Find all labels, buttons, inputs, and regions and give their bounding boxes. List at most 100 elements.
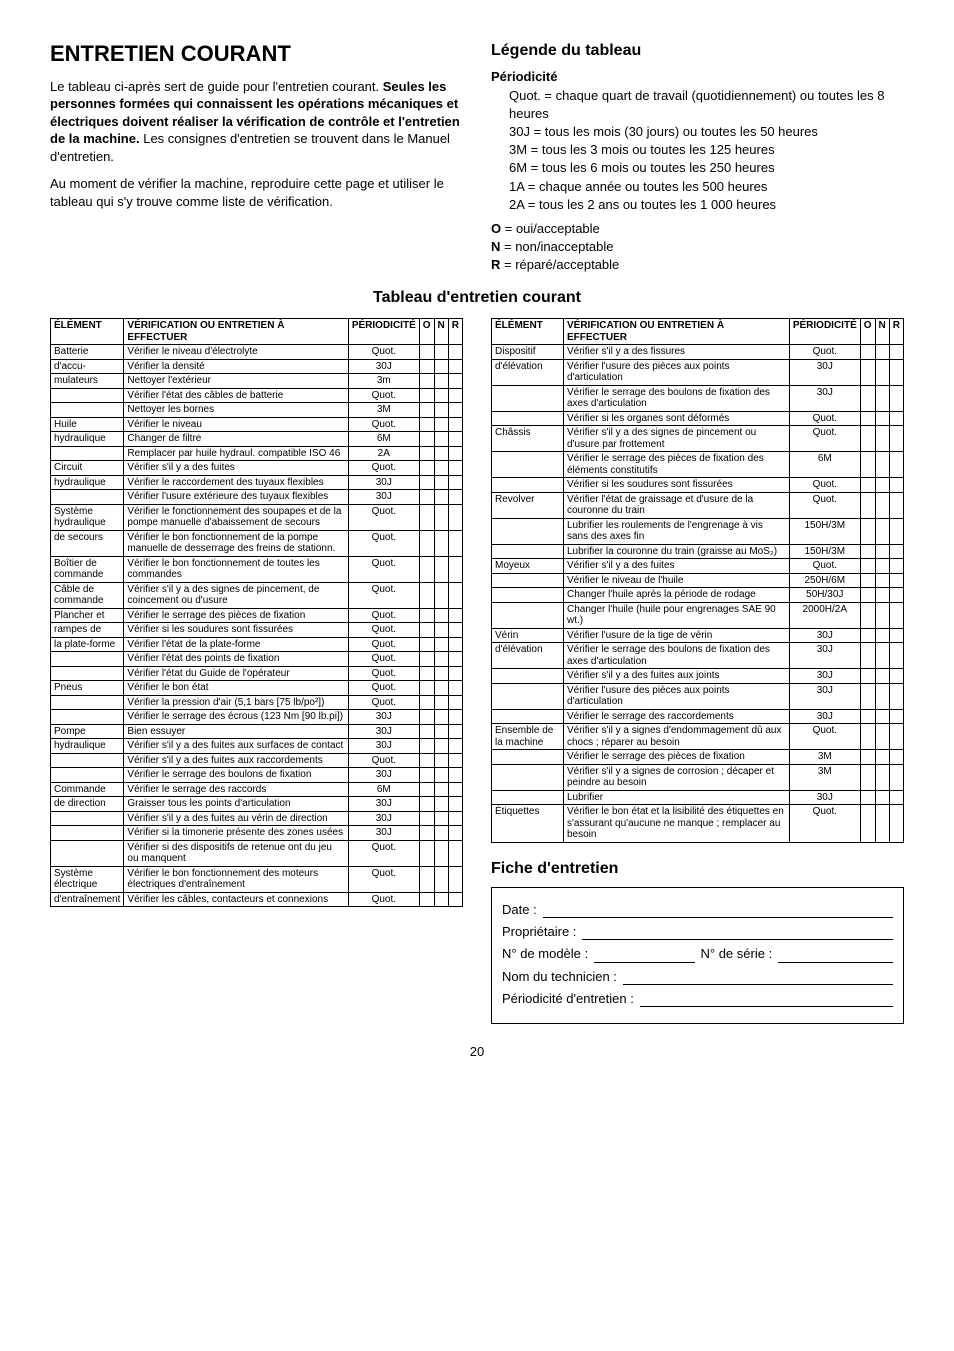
cell-o[interactable] xyxy=(419,695,434,710)
cell-o[interactable] xyxy=(419,866,434,892)
cell-r[interactable] xyxy=(448,446,462,461)
cell-r[interactable] xyxy=(889,359,903,385)
cell-n[interactable] xyxy=(875,426,889,452)
cell-n[interactable] xyxy=(434,652,448,667)
cell-r[interactable] xyxy=(448,504,462,530)
cell-o[interactable] xyxy=(419,417,434,432)
cell-r[interactable] xyxy=(448,403,462,418)
cell-r[interactable] xyxy=(448,811,462,826)
cell-o[interactable] xyxy=(860,385,875,411)
cell-n[interactable] xyxy=(434,417,448,432)
cell-n[interactable] xyxy=(875,628,889,643)
cell-n[interactable] xyxy=(875,764,889,790)
cell-r[interactable] xyxy=(448,359,462,374)
cell-o[interactable] xyxy=(419,840,434,866)
cell-o[interactable] xyxy=(419,637,434,652)
cell-n[interactable] xyxy=(434,710,448,725)
cell-o[interactable] xyxy=(419,797,434,812)
cell-n[interactable] xyxy=(434,739,448,754)
fiche-date-line[interactable] xyxy=(543,904,893,918)
cell-o[interactable] xyxy=(860,709,875,724)
cell-o[interactable] xyxy=(860,518,875,544)
cell-r[interactable] xyxy=(889,544,903,559)
cell-o[interactable] xyxy=(419,724,434,739)
cell-n[interactable] xyxy=(434,556,448,582)
cell-n[interactable] xyxy=(434,724,448,739)
cell-r[interactable] xyxy=(448,556,462,582)
cell-n[interactable] xyxy=(434,432,448,447)
cell-o[interactable] xyxy=(860,724,875,750)
cell-o[interactable] xyxy=(860,452,875,478)
cell-n[interactable] xyxy=(875,385,889,411)
cell-r[interactable] xyxy=(889,492,903,518)
cell-n[interactable] xyxy=(434,374,448,389)
cell-r[interactable] xyxy=(448,782,462,797)
cell-r[interactable] xyxy=(448,490,462,505)
cell-r[interactable] xyxy=(448,892,462,907)
cell-r[interactable] xyxy=(889,518,903,544)
cell-n[interactable] xyxy=(434,530,448,556)
cell-n[interactable] xyxy=(875,452,889,478)
cell-r[interactable] xyxy=(448,840,462,866)
cell-r[interactable] xyxy=(448,475,462,490)
cell-o[interactable] xyxy=(860,790,875,805)
cell-o[interactable] xyxy=(419,811,434,826)
cell-n[interactable] xyxy=(434,637,448,652)
cell-r[interactable] xyxy=(889,573,903,588)
cell-n[interactable] xyxy=(875,709,889,724)
cell-o[interactable] xyxy=(419,826,434,841)
cell-r[interactable] xyxy=(448,866,462,892)
cell-o[interactable] xyxy=(419,666,434,681)
cell-r[interactable] xyxy=(889,411,903,426)
fiche-period-line[interactable] xyxy=(640,993,893,1007)
cell-n[interactable] xyxy=(875,669,889,684)
cell-n[interactable] xyxy=(875,683,889,709)
cell-r[interactable] xyxy=(448,374,462,389)
cell-o[interactable] xyxy=(419,582,434,608)
cell-r[interactable] xyxy=(889,602,903,628)
cell-n[interactable] xyxy=(434,388,448,403)
cell-n[interactable] xyxy=(434,866,448,892)
cell-n[interactable] xyxy=(875,602,889,628)
cell-n[interactable] xyxy=(875,588,889,603)
cell-o[interactable] xyxy=(419,768,434,783)
cell-o[interactable] xyxy=(419,782,434,797)
cell-r[interactable] xyxy=(889,385,903,411)
cell-n[interactable] xyxy=(434,681,448,696)
cell-r[interactable] xyxy=(448,768,462,783)
cell-o[interactable] xyxy=(860,492,875,518)
cell-r[interactable] xyxy=(889,345,903,360)
cell-o[interactable] xyxy=(419,530,434,556)
cell-n[interactable] xyxy=(875,345,889,360)
cell-o[interactable] xyxy=(419,446,434,461)
cell-o[interactable] xyxy=(419,681,434,696)
cell-n[interactable] xyxy=(434,359,448,374)
cell-r[interactable] xyxy=(448,666,462,681)
cell-o[interactable] xyxy=(860,478,875,493)
cell-o[interactable] xyxy=(860,683,875,709)
cell-r[interactable] xyxy=(889,683,903,709)
cell-o[interactable] xyxy=(860,345,875,360)
cell-n[interactable] xyxy=(875,805,889,843)
cell-r[interactable] xyxy=(448,432,462,447)
cell-o[interactable] xyxy=(860,411,875,426)
cell-r[interactable] xyxy=(889,709,903,724)
cell-r[interactable] xyxy=(448,582,462,608)
cell-r[interactable] xyxy=(889,643,903,669)
cell-o[interactable] xyxy=(419,623,434,638)
cell-o[interactable] xyxy=(419,710,434,725)
cell-n[interactable] xyxy=(434,446,448,461)
cell-n[interactable] xyxy=(875,790,889,805)
cell-n[interactable] xyxy=(434,768,448,783)
cell-r[interactable] xyxy=(448,695,462,710)
cell-n[interactable] xyxy=(434,753,448,768)
cell-n[interactable] xyxy=(434,475,448,490)
cell-r[interactable] xyxy=(889,750,903,765)
cell-n[interactable] xyxy=(434,608,448,623)
cell-n[interactable] xyxy=(434,582,448,608)
cell-o[interactable] xyxy=(419,608,434,623)
cell-r[interactable] xyxy=(448,753,462,768)
cell-o[interactable] xyxy=(860,359,875,385)
cell-n[interactable] xyxy=(875,359,889,385)
cell-n[interactable] xyxy=(875,518,889,544)
